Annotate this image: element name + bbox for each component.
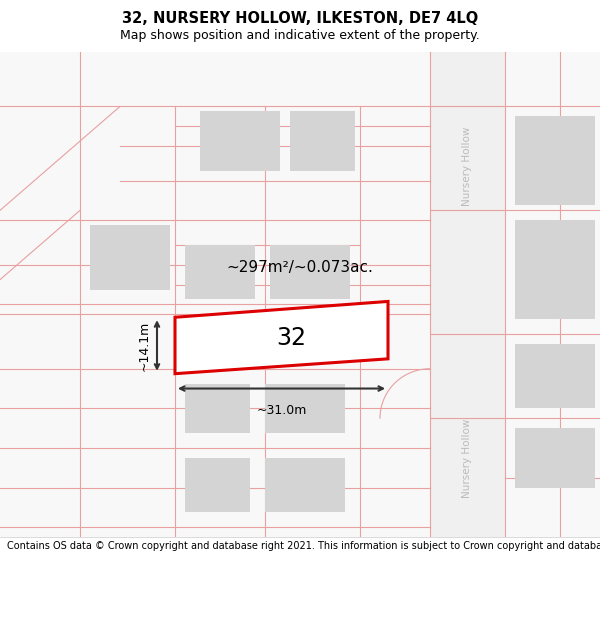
Bar bbox=[185, 458, 250, 512]
Bar bbox=[185, 245, 255, 299]
Bar bbox=[430, 52, 505, 537]
Bar bbox=[265, 458, 345, 512]
Bar bbox=[265, 384, 345, 433]
Text: ~31.0m: ~31.0m bbox=[256, 404, 307, 418]
Text: ~14.1m: ~14.1m bbox=[137, 321, 151, 371]
Bar bbox=[515, 344, 595, 408]
Text: 32, NURSERY HOLLOW, ILKESTON, DE7 4LQ: 32, NURSERY HOLLOW, ILKESTON, DE7 4LQ bbox=[122, 11, 478, 26]
Bar bbox=[515, 428, 595, 488]
Text: Contains OS data © Crown copyright and database right 2021. This information is : Contains OS data © Crown copyright and d… bbox=[7, 541, 600, 551]
Text: ~297m²/~0.073ac.: ~297m²/~0.073ac. bbox=[227, 260, 373, 275]
Bar bbox=[185, 384, 250, 433]
Bar bbox=[90, 225, 170, 289]
Polygon shape bbox=[175, 301, 388, 374]
Bar bbox=[200, 111, 280, 171]
Text: Nursery Hollow: Nursery Hollow bbox=[462, 126, 472, 206]
Bar bbox=[515, 116, 595, 206]
Text: Map shows position and indicative extent of the property.: Map shows position and indicative extent… bbox=[120, 29, 480, 42]
Text: Nursery Hollow: Nursery Hollow bbox=[462, 418, 472, 498]
Bar bbox=[290, 111, 355, 171]
Text: 32: 32 bbox=[277, 326, 307, 350]
Bar bbox=[270, 245, 350, 299]
Bar bbox=[515, 220, 595, 319]
